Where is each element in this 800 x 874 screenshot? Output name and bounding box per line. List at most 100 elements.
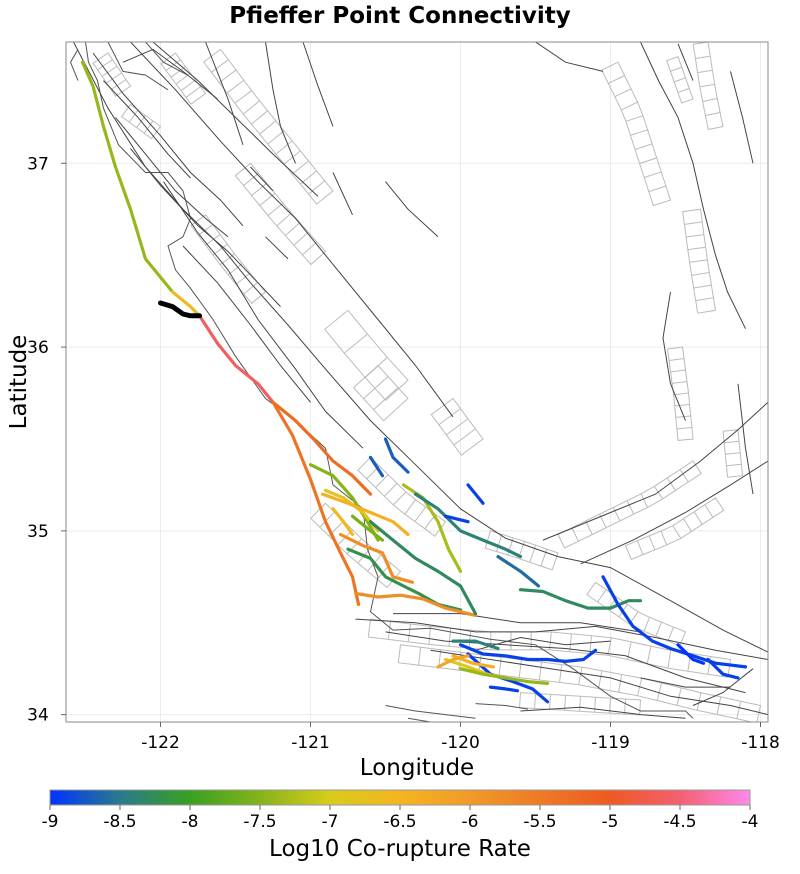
y-tick-label: 37 <box>27 154 49 174</box>
fault-trace <box>302 42 334 127</box>
fault-patch-divider <box>653 486 663 500</box>
fault-patch-divider <box>448 628 452 647</box>
fault-patch-divider <box>518 659 522 678</box>
fault-outline <box>601 61 672 207</box>
fault-trace <box>385 181 439 238</box>
fault-patch-divider <box>624 698 626 715</box>
fault-patch-divider <box>594 697 596 713</box>
fault-trace <box>535 42 604 72</box>
fault-patch-divider <box>251 182 268 196</box>
fault-patch-divider <box>677 87 690 93</box>
fault-outline <box>557 460 702 549</box>
fault-patch-divider <box>319 511 335 528</box>
fault-patch-divider <box>387 621 392 640</box>
fault-outline <box>722 429 744 478</box>
fault-patch-divider <box>293 231 309 246</box>
fault-patch-divider <box>656 682 662 701</box>
fault-traces <box>73 42 768 719</box>
fault-patch-divider <box>219 69 237 84</box>
fault-trace <box>130 42 454 418</box>
fault-patch-divider <box>275 140 293 155</box>
co-rupture-section <box>170 290 202 318</box>
y-tick-label: 36 <box>27 338 49 358</box>
fault-patch-divider <box>549 694 551 710</box>
coastline-segment <box>107 42 169 91</box>
x-tick-label: -118 <box>741 733 780 753</box>
fault-patch-divider <box>705 112 721 117</box>
fault-outline <box>667 346 694 441</box>
fault-patch-divider <box>704 504 714 518</box>
fault-patch-divider <box>384 483 398 497</box>
fault-patch-divider <box>669 358 685 361</box>
colorbar-tick-label: -9 <box>42 812 59 832</box>
co-rupture-section <box>436 654 470 669</box>
fault-patch-divider <box>205 233 221 246</box>
fault-patch-divider <box>559 664 563 683</box>
colorbar-tick-label: -8.5 <box>103 812 136 832</box>
fault-patch-divider <box>242 100 260 115</box>
y-tick-label: 34 <box>27 706 49 726</box>
fault-patch-divider <box>686 234 705 238</box>
fault-patch-divider <box>693 284 712 289</box>
fault-patch-divider <box>363 376 389 400</box>
fault-patch-divider <box>259 120 277 135</box>
fault-patch-divider <box>234 90 252 104</box>
fault-patch-divider <box>598 670 603 689</box>
source-section-line <box>158 300 202 319</box>
fault-patch-divider <box>691 272 710 276</box>
co-rupture-section <box>383 437 410 474</box>
fault-trace <box>103 80 191 179</box>
fault-trace <box>385 631 746 694</box>
gridlines <box>66 42 768 722</box>
co-rupture-section <box>308 463 380 542</box>
fault-patch-divider <box>608 75 625 84</box>
fault-outline <box>352 364 409 422</box>
co-rupture-section <box>466 652 550 704</box>
co-rupture-section <box>197 314 275 404</box>
fault-patch-divider <box>634 143 653 150</box>
fault-trace <box>393 613 641 633</box>
fault-patch-divider <box>291 160 309 175</box>
fault-trace <box>152 42 319 197</box>
fault-patch-divider <box>636 540 644 555</box>
x-tick-label: -121 <box>291 733 330 753</box>
co-rupture-section <box>518 588 643 610</box>
fault-patch-divider <box>180 79 196 92</box>
fault-patch-divider <box>128 109 139 123</box>
colorbar-label: Log10 Co-rupture Rate <box>269 836 531 862</box>
fault-patch-divider <box>101 65 118 77</box>
fault-patch-divider <box>106 72 122 84</box>
x-axis-ticks: -122 -121 -120 -119 -118 <box>141 722 780 753</box>
co-rupture-section <box>466 483 485 505</box>
fault-patch-divider <box>446 418 469 436</box>
co-rupture-section <box>458 667 550 686</box>
fault-patch-divider <box>648 535 656 550</box>
fault-patch-divider <box>693 511 703 525</box>
fault-outline <box>430 397 484 456</box>
fault-trace <box>250 166 274 192</box>
fault-patch-divider <box>676 426 692 430</box>
fault-patch-divider <box>679 469 689 483</box>
fault-patch-divider <box>597 589 607 603</box>
fault-outline <box>692 42 724 131</box>
fault-patch-divider <box>414 506 426 522</box>
fault-patch-divider <box>639 157 657 164</box>
colorbar-tick-label: -6 <box>462 812 479 832</box>
fault-patch-divider <box>695 297 714 302</box>
fault-patch-divider <box>626 500 635 515</box>
fault-patch-divider <box>235 272 251 285</box>
co-rupture-section <box>413 492 523 559</box>
fault-patch-divider <box>589 635 592 654</box>
fault-patch-divider <box>143 120 154 134</box>
fault-trace <box>265 42 296 164</box>
fault-patch-divider <box>211 59 229 73</box>
fault-patch-divider <box>697 69 713 74</box>
co-rupture-section <box>80 60 175 294</box>
fault-patch-divider <box>226 79 245 94</box>
map-title: Pfieffer Point Connectivity <box>229 3 570 29</box>
co-rupture-section <box>488 685 520 693</box>
fault-patch-divider <box>644 171 662 179</box>
fault-trace <box>73 42 768 653</box>
fault-patch-divider <box>343 333 368 354</box>
fault-patch-divider <box>302 241 318 256</box>
